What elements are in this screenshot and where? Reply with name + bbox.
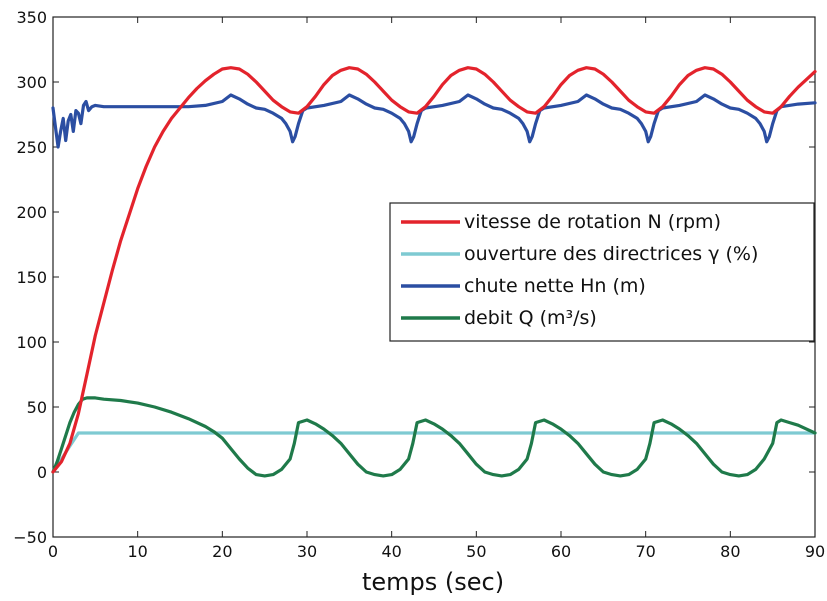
x-tick-label: 10	[127, 542, 147, 561]
x-axis-ticks: 0 10 20 30 40 50 60 70 80 90	[48, 17, 825, 561]
x-tick-label: 30	[297, 542, 317, 561]
series-layer	[51, 66, 817, 478]
legend-label-3: debit Q (m³/s)	[464, 307, 597, 329]
x-tick-label: 80	[720, 542, 740, 561]
legend-label-0: vitesse de rotation N (rpm)	[464, 211, 721, 233]
series-line-3	[51, 396, 817, 478]
y-tick-label: 0	[37, 463, 47, 482]
x-tick-label: 60	[551, 542, 571, 561]
x-axis-label: temps (sec)	[362, 568, 504, 596]
legend-box	[389, 202, 815, 342]
legend-label-2: chute nette Hn (m)	[464, 275, 646, 297]
x-tick-label: 20	[212, 542, 232, 561]
y-tick-label: 200	[16, 203, 47, 222]
x-tick-label: 70	[635, 542, 655, 561]
x-tick-label: 90	[805, 542, 825, 561]
y-tick-label: 350	[16, 8, 47, 27]
series-line-0	[51, 66, 817, 474]
y-tick-label: 300	[16, 73, 47, 92]
legend-label-1: ouverture des directrices γ (%)	[464, 243, 758, 265]
legend: vitesse de rotation N (rpm) ouverture des…	[389, 202, 815, 342]
y-tick-label: −50	[13, 528, 47, 547]
series-line-2	[51, 93, 817, 149]
x-tick-label: 40	[381, 542, 401, 561]
series-line-1	[51, 431, 817, 474]
x-tick-label: 0	[48, 542, 58, 561]
x-tick-label: 50	[466, 542, 486, 561]
y-tick-label: 50	[27, 398, 47, 417]
y-tick-label: 250	[16, 138, 47, 157]
y-tick-label: 150	[16, 268, 47, 287]
y-tick-label: 100	[16, 333, 47, 352]
